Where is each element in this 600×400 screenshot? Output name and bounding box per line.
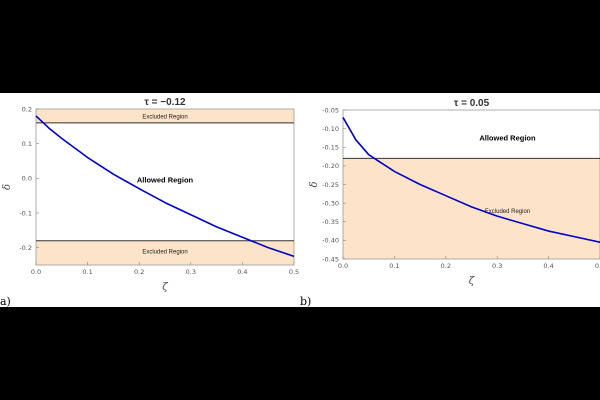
region-fill-1 [343, 110, 600, 159]
x-axis-label: ζ [162, 282, 168, 293]
y-tick-label: 0.1 [22, 140, 32, 148]
x-tick-label: 0.5 [595, 262, 600, 270]
y-tick-label: -0.1 [19, 209, 32, 217]
y-tick-label: -0.05 [322, 106, 339, 114]
chart-title: τ = −0.12 [144, 97, 186, 108]
y-tick-label: -0.20 [322, 162, 339, 170]
x-tick-label: 0.4 [237, 268, 247, 276]
region-fill-2 [343, 158, 600, 259]
region-label-3: Excluded Region [142, 250, 187, 256]
region-label-1: Allowed Region [479, 133, 536, 142]
panel-label: a) [0, 295, 11, 307]
y-tick-label: -0.40 [322, 237, 339, 245]
x-tick-label: 0.1 [82, 268, 92, 276]
x-tick-label: 0.3 [492, 262, 502, 270]
region-label-2: Allowed Region [137, 176, 194, 185]
figure-canvas: 0.0 0.1 0.2 0.3 0.4 0.5 -0.2 -0.1 0.0 0.1 0.2 ζ δ τ =… [0, 93, 600, 307]
x-tick-label: 0.0 [338, 262, 348, 270]
y-tick-label: -0.10 [322, 125, 339, 133]
series-line-1 [342, 117, 600, 244]
x-tick-label: 0.2 [134, 268, 144, 276]
region-label-2: Excluded Region [485, 209, 530, 215]
y-axis-label: δ [309, 181, 320, 187]
region-fill-2 [36, 122, 294, 241]
chart-panel-2: 0.0 0.1 0.2 0.3 0.4 0.5 -0.05 -0.10 -0.15 -0.20 -0… [300, 98, 600, 307]
y-tick-label: -0.2 [19, 244, 32, 252]
x-tick-label: 0.5 [289, 268, 299, 276]
figure-svg: 0.0 0.1 0.2 0.3 0.4 0.5 -0.2 -0.1 0.0 0.1 0.2 ζ δ τ =… [0, 97, 600, 307]
x-tick-label: 0.4 [543, 262, 553, 270]
x-tick-label: 0.1 [389, 262, 399, 270]
y-tick-label: -0.25 [322, 181, 339, 189]
x-tick-label: 0.2 [441, 262, 451, 270]
chart-panel-1: 0.0 0.1 0.2 0.3 0.4 0.5 -0.2 -0.1 0.0 0.1 0.2 ζ δ τ =… [0, 97, 299, 307]
y-tick-label: -0.15 [322, 144, 339, 152]
y-axis-label: δ [2, 184, 13, 190]
region-fill-3 [36, 240, 294, 265]
region-fill-1 [36, 109, 294, 123]
y-tick-label: -0.35 [322, 218, 339, 226]
series-line-1 [35, 115, 295, 258]
x-axis-label: ζ [469, 276, 475, 287]
x-tick-label: 0.3 [186, 268, 196, 276]
plot-frame [35, 108, 295, 266]
y-tick-label: 0.2 [22, 105, 32, 113]
y-tick-label: -0.45 [322, 255, 339, 263]
x-tick-label: 0.0 [31, 268, 41, 276]
chart-title: τ = 0.05 [454, 98, 490, 109]
region-label-1: Excluded Region [142, 114, 187, 120]
panel-label: b) [300, 295, 311, 307]
y-tick-label: 0.0 [22, 175, 32, 183]
y-tick-label: -0.30 [322, 199, 339, 207]
